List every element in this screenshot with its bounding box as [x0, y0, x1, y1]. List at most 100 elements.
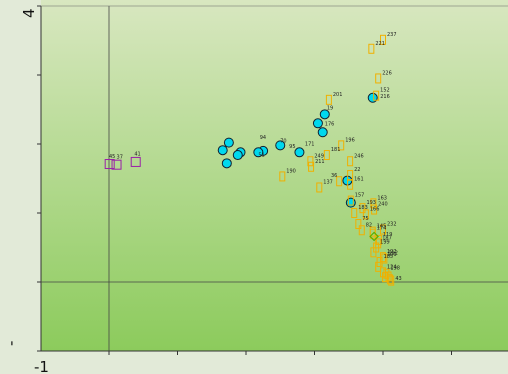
point-label: 19 — [327, 106, 333, 112]
circle-point — [223, 137, 234, 148]
plot-background — [41, 0, 508, 351]
square-point — [368, 43, 375, 54]
point-label: 237 — [387, 32, 397, 38]
point-label: 193 — [366, 200, 376, 206]
point-label: 181 — [331, 147, 341, 153]
point-label: 249 — [314, 153, 324, 159]
square-point — [347, 156, 354, 167]
circle-point — [317, 127, 328, 138]
square-point — [347, 170, 354, 181]
circle-point — [294, 147, 305, 158]
square-point — [370, 247, 377, 258]
point-label: 166 — [370, 206, 380, 212]
point-label: 137 — [323, 179, 333, 185]
square-point — [347, 195, 354, 206]
point-label: 95 — [289, 144, 295, 150]
square-point — [104, 159, 115, 170]
point-label: 198 — [390, 266, 400, 272]
point-label: 119 — [383, 232, 393, 238]
point-label: 22 — [354, 167, 360, 173]
point-label: 183 — [358, 205, 368, 211]
point-label: 246 — [354, 153, 364, 159]
circle-point — [217, 145, 228, 156]
point-label: 187 — [382, 235, 392, 241]
point-label: 43 — [395, 276, 401, 282]
square-point — [370, 198, 377, 209]
diamond-point — [369, 231, 379, 242]
axes-group — [40, 5, 508, 352]
tick-marks-group — [37, 5, 452, 355]
square-point — [130, 156, 141, 167]
circle-point — [345, 197, 356, 208]
point-label: 157 — [355, 193, 365, 199]
circle-point — [319, 109, 330, 120]
y-tick-label-bottom: - — [2, 341, 20, 346]
points-group — [104, 34, 395, 286]
point-label: 240 — [378, 202, 388, 208]
point-label: 232 — [387, 222, 397, 228]
square-point — [316, 182, 323, 193]
square-point — [382, 272, 389, 283]
point-label: 163 — [377, 195, 387, 201]
square-point — [338, 140, 345, 151]
point-label: 145 — [377, 224, 387, 230]
point-label: 112 — [388, 251, 398, 257]
circle-point — [232, 150, 243, 161]
point-label: 82 — [366, 222, 372, 228]
square-point — [375, 73, 382, 84]
point-label: 70 — [280, 139, 286, 145]
circle-point — [221, 158, 232, 169]
square-point — [358, 225, 365, 236]
circle-point — [312, 118, 323, 129]
square-point — [308, 161, 315, 172]
point-label: 221 — [375, 41, 385, 47]
point-label: 161 — [354, 177, 364, 183]
point-label: 152 — [380, 88, 390, 94]
point-label: 211 — [315, 159, 325, 165]
square-point — [373, 90, 380, 101]
square-point — [375, 261, 382, 272]
point-label: 124 — [387, 264, 397, 270]
point-label: 226 — [382, 70, 392, 76]
point-label: 199 — [380, 240, 390, 246]
point-label: 41 — [134, 152, 140, 158]
point-label: 216 — [380, 94, 390, 100]
point-label: 171 — [305, 141, 315, 147]
circle-point — [275, 140, 286, 151]
point-label: 196 — [345, 137, 355, 143]
square-point — [388, 275, 395, 286]
point-label: 51 — [258, 152, 264, 158]
square-point — [351, 208, 358, 218]
point-label: 199 — [387, 252, 397, 258]
circle-point — [253, 147, 264, 158]
point-label: 176 — [325, 121, 335, 127]
square-point — [380, 224, 386, 235]
square-point — [111, 159, 122, 170]
square-point — [279, 171, 286, 182]
square-point — [323, 150, 330, 161]
square-point — [347, 179, 354, 190]
x-tick-label-left: -1 — [34, 358, 49, 374]
point-label: 190 — [286, 168, 296, 174]
square-point — [307, 156, 314, 167]
point-label: 45 — [109, 154, 115, 160]
square-point — [355, 219, 362, 230]
square-point — [380, 34, 386, 45]
point-label: 75 — [362, 216, 368, 222]
square-point — [359, 203, 366, 214]
square-point — [362, 209, 369, 220]
point-label: 201 — [333, 92, 343, 98]
y-tick-label-top: 4 — [20, 8, 38, 18]
point-label: 36 — [331, 173, 337, 179]
point-label: 185 — [384, 254, 394, 260]
point-label: 37 — [117, 154, 123, 160]
point-label: 192 — [387, 249, 397, 255]
point-label: 174 — [377, 226, 387, 232]
circle-point — [367, 92, 378, 103]
square-point — [371, 204, 378, 215]
square-point — [325, 94, 332, 105]
point-label: 94 — [260, 135, 266, 141]
square-point — [336, 176, 343, 187]
